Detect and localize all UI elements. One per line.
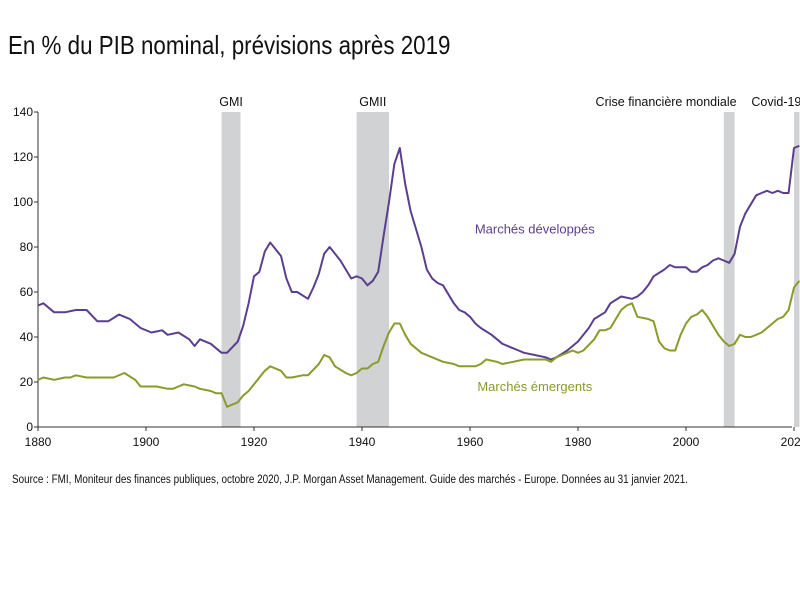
y-tick-label: 80	[20, 240, 34, 254]
series-label: Marchés développés	[475, 222, 595, 237]
y-tick-label: 40	[20, 330, 34, 344]
x-tick-label: 2020	[781, 435, 800, 449]
series-label: Marchés émergents	[477, 379, 592, 394]
y-tick-label: 100	[13, 195, 33, 209]
shaded-period-label: Covid-19	[751, 95, 800, 109]
x-tick-label: 1940	[349, 435, 376, 449]
x-tick-label: 2000	[673, 435, 700, 449]
shaded-period-label: GMI	[219, 95, 243, 109]
x-tick-label: 1900	[133, 435, 160, 449]
x-tick-label: 1980	[565, 435, 592, 449]
shaded-period-label: Crise financière mondiale	[596, 95, 737, 109]
x-tick-label: 1880	[25, 435, 52, 449]
y-tick-label: 60	[20, 285, 34, 299]
chart-title: En % du PIB nominal, prévisions après 20…	[8, 30, 451, 60]
shaded-period	[723, 112, 735, 427]
shaded-period	[794, 112, 800, 427]
y-tick-label: 20	[20, 375, 34, 389]
y-tick-label: 120	[13, 150, 33, 164]
x-tick-label: 1960	[457, 435, 484, 449]
y-tick-label: 140	[13, 105, 33, 119]
x-tick-label: 1920	[241, 435, 268, 449]
source-note: Source : FMI, Moniteur des finances publ…	[12, 474, 689, 486]
shaded-period	[356, 112, 389, 427]
shaded-period-label: GMII	[359, 95, 386, 109]
y-tick-label: 0	[26, 420, 33, 434]
series-line-emerging	[37, 280, 800, 408]
series-line-developed	[37, 144, 800, 361]
shaded-period	[221, 112, 241, 427]
